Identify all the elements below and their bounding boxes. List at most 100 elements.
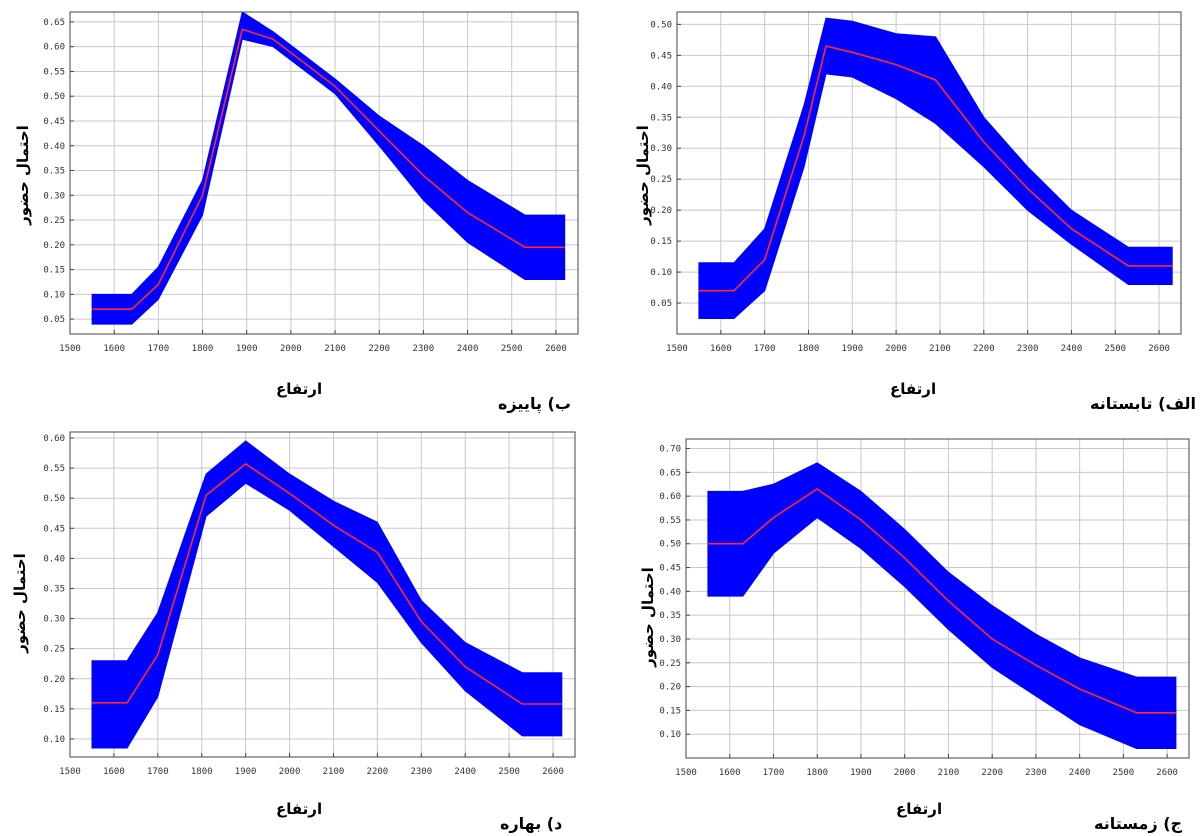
x-tick-label: 1800 <box>806 768 828 778</box>
y-tick-label: 0.30 <box>659 635 681 645</box>
chart-summer-xlabel: ارتفاع <box>890 380 937 398</box>
y-tick-label: 0.15 <box>650 237 672 247</box>
chart-spring-plot: 1500 1600 1700 1800 1900 2000 2100 2200 2300 2400… <box>43 431 576 777</box>
chart-spring-xlabel: ارتفاع <box>276 800 323 818</box>
y-tick-label: 0.15 <box>659 706 681 716</box>
x-tick-label: 2500 <box>501 344 523 354</box>
y-tick-label: 0.60 <box>659 492 681 502</box>
y-tick-label: 0.65 <box>43 18 65 28</box>
x-tick-label: 1900 <box>236 344 258 354</box>
chart-winter-caption: ج) زمستانه <box>1094 814 1183 833</box>
y-tick-label: 0.55 <box>43 67 65 77</box>
y-tick-label: 0.50 <box>659 540 681 550</box>
x-tick-label: 1900 <box>235 767 257 777</box>
y-tick-label: 0.05 <box>650 299 672 309</box>
y-tick-label: 0.60 <box>43 434 65 444</box>
x-tick-label: 2400 <box>1069 768 1091 778</box>
y-tick-label: 0.70 <box>659 445 681 455</box>
x-tick-label: 2600 <box>1156 768 1178 778</box>
x-tick-label: 2500 <box>1104 344 1126 354</box>
x-tick-label: 2000 <box>279 767 301 777</box>
y-tick-label: 0.15 <box>43 266 65 276</box>
x-tick-label: 2300 <box>1017 344 1039 354</box>
x-tick-label: 1800 <box>192 344 214 354</box>
y-tick-label: 0.10 <box>659 730 681 740</box>
x-tick-label: 2000 <box>885 344 907 354</box>
y-tick-label: 0.45 <box>43 117 65 127</box>
mean-line <box>92 462 562 705</box>
y-tick-label: 0.25 <box>43 216 65 226</box>
chart-summer-caption: الف) تابستانه <box>1090 394 1196 413</box>
y-tick-label: 0.40 <box>659 587 681 597</box>
chart-summer-ylabel: احتمال حضور <box>634 125 652 225</box>
y-tick-label: 0.35 <box>650 113 672 123</box>
y-tick-label: 0.10 <box>43 735 65 745</box>
x-tick-label: 1800 <box>191 767 213 777</box>
uncertainty-band <box>698 17 1173 319</box>
x-tick-label: 1600 <box>103 767 125 777</box>
chart-winter: 1500 1600 1700 1800 1900 2000 2100 2200 2300 2400… <box>600 418 1200 836</box>
y-tick-label: 0.05 <box>43 315 65 325</box>
mean-line <box>698 45 1173 292</box>
y-tick-label: 0.25 <box>650 175 672 185</box>
chart-winter-plot: 1500 1600 1700 1800 1900 2000 2100 2200 2300 2400… <box>659 438 1190 778</box>
y-tick-label: 0.65 <box>659 468 681 478</box>
x-tick-label: 2100 <box>324 344 346 354</box>
x-tick-label: 2400 <box>457 344 479 354</box>
x-tick-label: 1700 <box>763 768 785 778</box>
chart-spring: 1500 1600 1700 1800 1900 2000 2100 2200 2300 2400… <box>0 418 600 836</box>
x-tick-label: 2000 <box>894 768 916 778</box>
x-tick-label: 1500 <box>59 344 81 354</box>
y-tick-label: 0.50 <box>43 92 65 102</box>
chart-spring-caption: د) بهاره <box>500 814 563 833</box>
y-tick-label: 0.40 <box>43 554 65 564</box>
uncertainty-band <box>91 11 566 325</box>
y-tick-label: 0.60 <box>43 43 65 53</box>
y-tick-label: 0.55 <box>43 464 65 474</box>
mean-line <box>92 28 565 311</box>
x-tick-label: 1700 <box>754 344 776 354</box>
y-tick-label: 0.25 <box>659 659 681 669</box>
x-tick-label: 1500 <box>666 344 688 354</box>
y-tick-label: 0.20 <box>650 206 672 216</box>
x-tick-label: 1600 <box>103 344 125 354</box>
x-tick-label: 2200 <box>973 344 995 354</box>
y-tick-label: 0.20 <box>43 675 65 685</box>
x-tick-label: 2300 <box>413 344 435 354</box>
y-tick-label: 0.55 <box>659 516 681 526</box>
x-tick-label: 1700 <box>148 344 170 354</box>
chart-summer: 1500 1600 1700 1800 1900 2000 2100 2200 2300 2400… <box>600 0 1200 418</box>
grid <box>69 12 578 334</box>
chart-winter-ylabel: احتمال حضور <box>639 567 657 667</box>
x-tick-label: 2000 <box>280 344 302 354</box>
y-tick-label: 0.20 <box>43 241 65 251</box>
x-tick-label: 2600 <box>1148 344 1170 354</box>
y-tick-label: 0.30 <box>43 615 65 625</box>
y-tick-label: 0.35 <box>659 611 681 621</box>
x-tick-label: 1600 <box>710 344 732 354</box>
mean-line <box>707 488 1176 714</box>
uncertainty-band <box>91 440 563 749</box>
x-tick-label: 2200 <box>367 767 389 777</box>
plot-frame <box>685 438 1190 759</box>
y-tick-label: 0.45 <box>650 51 672 61</box>
x-tick-label: 1800 <box>798 344 820 354</box>
x-tick-label: 2300 <box>1025 768 1047 778</box>
y-tick-label: 0.35 <box>43 584 65 594</box>
x-tick-label: 2100 <box>929 344 951 354</box>
chart-winter-xlabel: ارتفاع <box>896 800 943 818</box>
y-tick-label: 0.20 <box>659 683 681 693</box>
x-tick-label: 1500 <box>59 767 81 777</box>
chart-autumn-ylabel: احتمال حضور <box>14 125 32 225</box>
x-tick-label: 2100 <box>323 767 345 777</box>
y-tick-label: 0.25 <box>43 645 65 655</box>
y-tick-label: 0.15 <box>43 705 65 715</box>
x-tick-label: 1900 <box>850 768 872 778</box>
x-tick-label: 2200 <box>981 768 1003 778</box>
x-tick-label: 2100 <box>938 768 960 778</box>
y-tick-label: 0.30 <box>650 144 672 154</box>
plot-frame <box>676 11 1182 335</box>
y-tick-label: 0.40 <box>650 82 672 92</box>
chart-autumn: 1500 1600 1700 1800 1900 2000 2100 2200 2300 2400… <box>0 0 600 418</box>
y-tick-label: 0.50 <box>650 20 672 30</box>
